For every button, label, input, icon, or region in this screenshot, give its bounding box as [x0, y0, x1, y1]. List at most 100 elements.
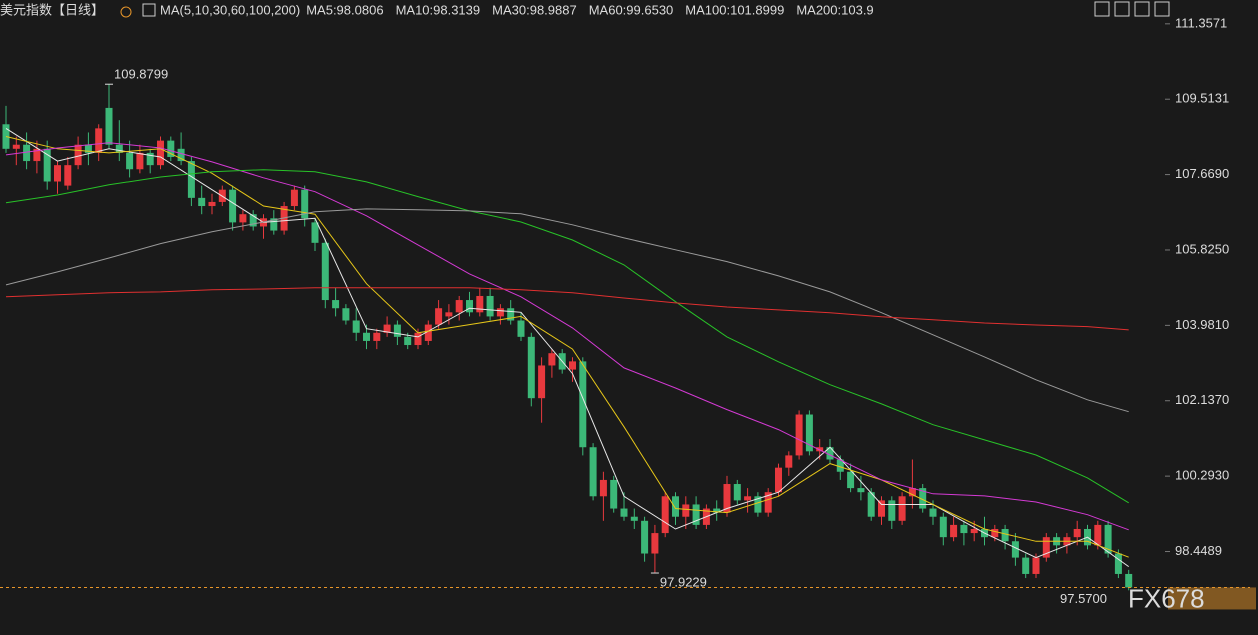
candle-body — [507, 308, 515, 321]
candle-body — [733, 484, 741, 501]
candle-body — [764, 492, 772, 513]
candle-body — [466, 300, 473, 313]
ma-line — [5, 287, 1129, 331]
candle-body — [54, 165, 61, 182]
candle-body — [33, 148, 41, 162]
candle-body — [363, 332, 370, 341]
candle-body — [1042, 537, 1050, 558]
candle-body — [939, 516, 947, 538]
candle-body — [816, 447, 824, 452]
header-text: 美元指数 — [0, 2, 52, 17]
header-text: MA5:98.0806 — [306, 2, 383, 17]
annotation: 97.9229 — [660, 574, 707, 589]
candle-body — [321, 242, 329, 301]
header-text: MA100:101.8999 — [685, 2, 784, 17]
candle-body — [229, 189, 237, 223]
ma-line — [5, 208, 1129, 413]
candle-body — [290, 189, 298, 207]
icon[interactable] — [1134, 1, 1150, 17]
header-text: MA200:103.9 — [796, 2, 873, 17]
candle-body — [249, 214, 257, 227]
candle-body — [342, 308, 350, 321]
candle-body — [960, 524, 968, 534]
candle-body — [301, 189, 309, 219]
candle-body — [888, 500, 896, 521]
candle-body — [950, 524, 958, 538]
candle-body — [414, 332, 422, 346]
candle-body — [12, 144, 20, 149]
candle-body — [352, 320, 360, 333]
candle-body — [713, 508, 721, 513]
candle-body — [486, 295, 494, 317]
toolbar-icons — [1094, 1, 1170, 17]
collapse-icon[interactable] — [120, 6, 132, 18]
candle-body — [682, 504, 690, 517]
y-tick-label: 103.9810 — [1175, 317, 1229, 332]
candle-body — [157, 140, 164, 166]
candles — [2, 84, 1133, 591]
candle-body — [970, 528, 978, 534]
candle-body — [1125, 573, 1133, 588]
candle-body — [775, 467, 782, 493]
ma-line — [5, 169, 1129, 504]
candle-body — [167, 140, 175, 157]
candle-body — [672, 496, 679, 517]
ma-line — [5, 127, 1129, 568]
candle-body — [23, 144, 31, 162]
candle-body — [857, 488, 865, 493]
candle-body — [1032, 557, 1040, 574]
last-price-label: 97.5700 — [1060, 591, 1107, 606]
candle-body — [527, 336, 535, 399]
candle-body — [641, 520, 649, 554]
candle-body — [64, 165, 72, 186]
header-text: MA10:98.3139 — [396, 2, 481, 17]
candle-body — [826, 447, 834, 460]
candle-body — [332, 300, 340, 309]
candle-body — [311, 222, 319, 243]
candle-body — [620, 508, 628, 517]
ma-line — [5, 136, 1129, 558]
y-tick-label: 102.1370 — [1175, 392, 1229, 407]
candle-body — [929, 508, 937, 517]
candle-body — [177, 148, 185, 162]
icon[interactable] — [1094, 1, 1110, 17]
candle-body — [1022, 557, 1030, 574]
candle-body — [115, 144, 123, 153]
candle-body — [74, 144, 82, 166]
candle-body — [126, 152, 134, 170]
candle-body — [136, 152, 144, 170]
candle-body — [538, 365, 546, 399]
candle-body — [805, 414, 813, 452]
last-price-box — [1168, 587, 1256, 610]
candle-body — [836, 459, 844, 472]
y-tick-label: 109.5131 — [1175, 91, 1229, 106]
candle-body — [455, 300, 463, 313]
header-text: MA60:99.6530 — [589, 2, 674, 17]
candle-body — [435, 308, 443, 325]
candle-body — [867, 492, 875, 517]
y-tick-label: 100.2930 — [1175, 468, 1229, 483]
candle-body — [517, 320, 525, 337]
candle-body — [754, 496, 762, 513]
candle-body — [187, 161, 195, 198]
header-text: 【日线】 — [52, 2, 104, 17]
indicator-icon[interactable] — [142, 3, 156, 17]
candle-body — [692, 504, 700, 525]
candle-body — [919, 488, 927, 509]
y-tick-label: 111.3571 — [1175, 15, 1227, 30]
candle-body — [795, 414, 803, 456]
candle-body — [579, 361, 587, 448]
candle-body — [1001, 528, 1009, 542]
candle-body — [548, 353, 556, 366]
candle-body — [569, 361, 576, 370]
candle-body — [496, 308, 504, 317]
icon[interactable] — [1114, 1, 1130, 17]
ma-line — [5, 142, 1129, 531]
candle-body — [1094, 524, 1102, 546]
icon[interactable] — [1154, 1, 1170, 17]
candle-body — [383, 324, 391, 333]
candle-body — [878, 500, 885, 517]
